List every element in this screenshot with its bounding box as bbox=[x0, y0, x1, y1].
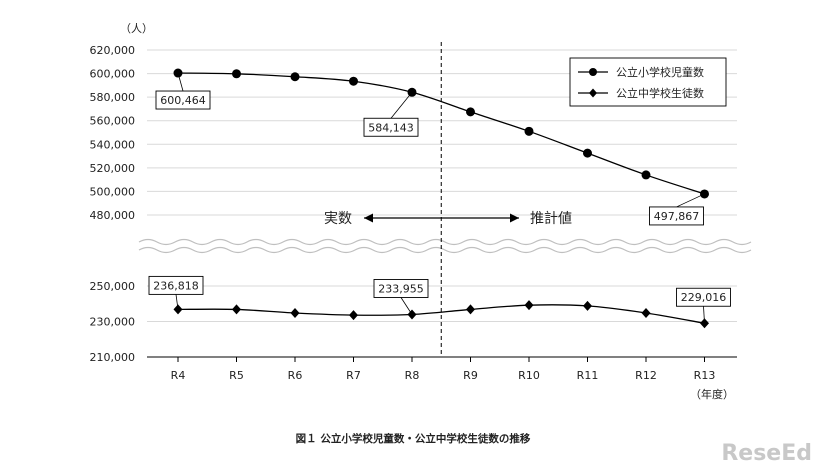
axis-break-wave bbox=[138, 238, 752, 246]
x-tick-label: R10 bbox=[518, 369, 540, 382]
x-tick-label: R7 bbox=[346, 369, 361, 382]
data-point-diamond bbox=[641, 307, 651, 318]
chart-title: 図１ 公立小学校児童数・公立中学校生徒数の推移 bbox=[296, 432, 531, 445]
y-axis-unit: （人） bbox=[120, 22, 153, 35]
data-label-box bbox=[373, 279, 429, 298]
data-label-leader bbox=[703, 306, 705, 324]
legend-marker-circle bbox=[589, 68, 597, 76]
estimate-label: 推計値 bbox=[530, 211, 572, 227]
axis-break-wave bbox=[138, 246, 752, 254]
legend-label: 公立中学校生徒数 bbox=[616, 86, 704, 100]
data-label-box bbox=[363, 117, 419, 137]
legend-label: 公立小学校児童数 bbox=[616, 65, 704, 79]
series-lines bbox=[173, 68, 709, 329]
y-tick-label: 540,000 bbox=[90, 138, 136, 151]
data-label: 600,464 bbox=[160, 94, 206, 107]
data-label-box bbox=[155, 90, 211, 110]
data-label: 233,955 bbox=[378, 282, 424, 295]
x-tick-label: R12 bbox=[635, 369, 657, 382]
legend-marker-diamond bbox=[589, 88, 597, 98]
y-tick-label: 230,000 bbox=[90, 316, 136, 329]
arrow-head-right bbox=[510, 213, 519, 223]
x-tick-label: R6 bbox=[288, 369, 303, 382]
data-point-circle bbox=[466, 107, 475, 117]
x-tick-label: R11 bbox=[577, 369, 599, 382]
y-axis-labels: 620,000 600,000 580,000 560,000 540,000 520,0… bbox=[90, 44, 136, 364]
actual-label: 実数 bbox=[324, 211, 352, 227]
x-tick-label: R9 bbox=[463, 369, 478, 382]
y-tick-label: 210,000 bbox=[90, 351, 136, 364]
data-label-leader bbox=[390, 92, 413, 119]
data-label-leader bbox=[177, 72, 184, 92]
y-tick-label: 620,000 bbox=[90, 44, 136, 57]
legend-box bbox=[569, 57, 727, 107]
y-tick-label: 520,000 bbox=[90, 162, 136, 175]
data-label: 229,016 bbox=[681, 291, 727, 304]
data-label-box bbox=[649, 206, 704, 226]
data-point-circle bbox=[583, 148, 592, 158]
series-line bbox=[177, 304, 705, 324]
data-point-diamond bbox=[290, 307, 300, 318]
series-line bbox=[177, 72, 705, 195]
data-label: 584,143 bbox=[368, 121, 414, 134]
y-tick-label: 500,000 bbox=[90, 185, 136, 198]
data-point-circle bbox=[349, 76, 358, 86]
annotations: 実数 推計値 bbox=[324, 211, 572, 227]
y-tick-label: 600,000 bbox=[90, 68, 136, 81]
data-point-diamond bbox=[232, 304, 241, 315]
watermark-logo: ReseEd bbox=[721, 441, 812, 466]
data-point-diamond bbox=[583, 300, 592, 311]
axis-break bbox=[138, 238, 752, 254]
data-labels: 600,464 584,143 497,867 236,818 233,955 229,0… bbox=[148, 72, 731, 324]
data-label-leader bbox=[676, 193, 705, 208]
x-tick-label: R13 bbox=[694, 369, 716, 382]
data-point-circle bbox=[290, 72, 300, 82]
arrow-head-left bbox=[364, 213, 373, 223]
y-tick-label: 560,000 bbox=[90, 115, 136, 128]
y-tick-label: 580,000 bbox=[90, 91, 136, 104]
x-axis-unit: （年度） bbox=[690, 387, 734, 401]
data-label: 497,867 bbox=[654, 210, 700, 223]
x-tick-label: R8 bbox=[405, 369, 420, 382]
data-point-circle bbox=[524, 126, 534, 136]
data-label-leader bbox=[400, 297, 413, 315]
data-label-box bbox=[676, 287, 731, 307]
data-point-diamond bbox=[466, 304, 475, 315]
y-tick-label: 250,000 bbox=[90, 280, 136, 293]
data-point-diamond bbox=[524, 300, 534, 311]
y-tick-label: 480,000 bbox=[90, 209, 136, 222]
x-tick-label: R5 bbox=[229, 369, 244, 382]
data-label-leader bbox=[175, 294, 179, 310]
data-point-diamond bbox=[349, 310, 358, 321]
data-label-box bbox=[148, 275, 204, 295]
data-label: 236,818 bbox=[153, 279, 199, 292]
data-point-circle bbox=[641, 170, 651, 180]
data-point-circle bbox=[232, 69, 241, 79]
x-axis: R4 R5 R6 R7 R8 R9 R10 R11 R12 R13 bbox=[147, 356, 737, 382]
x-tick-label: R4 bbox=[171, 369, 186, 382]
